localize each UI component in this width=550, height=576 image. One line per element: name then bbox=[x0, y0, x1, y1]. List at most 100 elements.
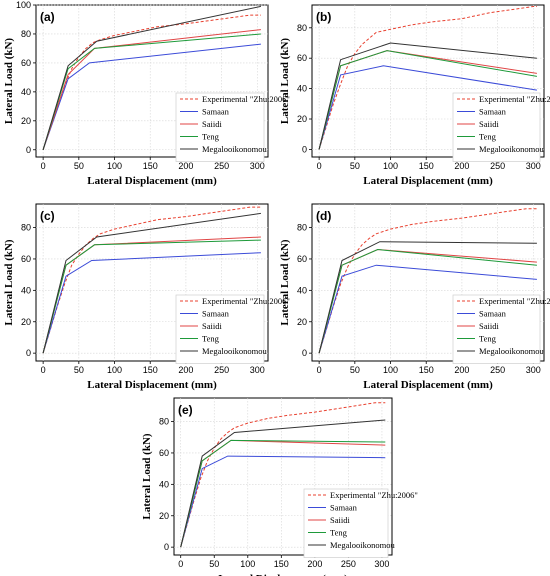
y-axis-label: Lateral Load (kN) bbox=[3, 38, 15, 125]
panel-label: (a) bbox=[40, 10, 55, 24]
series-line bbox=[42, 43, 261, 150]
y-tick-label: 60 bbox=[297, 254, 307, 264]
x-tick-label: 0 bbox=[178, 559, 183, 569]
series-line bbox=[180, 419, 386, 548]
x-tick-label: 200 bbox=[178, 161, 193, 171]
x-tick-label: 250 bbox=[490, 365, 505, 375]
panel-label: (e) bbox=[178, 403, 193, 417]
x-tick-label: 300 bbox=[250, 365, 265, 375]
y-tick-label: 40 bbox=[159, 479, 169, 489]
legend: Experimental "Zhu:2006" Samaan Saiidi Teng M… bbox=[303, 488, 418, 558]
legend-box bbox=[452, 92, 541, 162]
y-tick-label: 80 bbox=[297, 23, 307, 33]
series-line bbox=[42, 252, 261, 354]
legend-entry: Saiidi bbox=[479, 321, 499, 331]
y-tick-label: 0 bbox=[302, 348, 307, 358]
x-tick-label: 200 bbox=[178, 365, 193, 375]
y-tick-label: 80 bbox=[297, 223, 307, 233]
legend-entry: Samaan bbox=[330, 503, 358, 513]
x-tick-label: 150 bbox=[419, 161, 434, 171]
x-tick-label: 50 bbox=[74, 365, 84, 375]
x-tick-label: 300 bbox=[526, 161, 541, 171]
legend-entry: Teng bbox=[330, 528, 348, 538]
panel-label: (c) bbox=[40, 209, 55, 223]
y-tick-label: 0 bbox=[26, 145, 31, 155]
legend-box bbox=[175, 294, 265, 364]
series-line bbox=[318, 65, 537, 150]
x-axis-label: Lateral Displacement (mm) bbox=[363, 379, 493, 391]
legend-entry: Megalooikonomou bbox=[479, 144, 544, 154]
y-tick-label: 40 bbox=[21, 285, 31, 295]
y-axis-label: Lateral Load (kN) bbox=[279, 38, 291, 125]
x-tick-label: 250 bbox=[490, 161, 505, 171]
x-tick-label: 100 bbox=[240, 559, 255, 569]
panel-label: (b) bbox=[316, 10, 331, 24]
series-line bbox=[42, 212, 261, 354]
x-axis-label: Lateral Displacement (mm) bbox=[363, 175, 493, 187]
legend: Experimental "Zhu:2006" Samaan Saiidi Teng M… bbox=[452, 294, 550, 364]
x-tick-label: 100 bbox=[107, 365, 122, 375]
legend-entry: Saiidi bbox=[202, 119, 222, 129]
x-axis-label: Lateral Displacement (mm) bbox=[218, 573, 348, 576]
y-tick-label: 80 bbox=[159, 417, 169, 427]
legend-entry: Saiidi bbox=[479, 119, 499, 129]
x-tick-label: 150 bbox=[419, 365, 434, 375]
series-line bbox=[318, 208, 537, 354]
y-tick-label: 20 bbox=[21, 317, 31, 327]
y-axis-label: Lateral Load (kN) bbox=[279, 239, 291, 326]
legend-entry: Experimental "Zhu:2006" bbox=[330, 490, 418, 500]
y-tick-label: 20 bbox=[297, 114, 307, 124]
legend-entry: Experimental "Zhu:2006" bbox=[202, 94, 290, 104]
y-axis-label: Lateral Load (kN) bbox=[3, 239, 15, 326]
x-tick-label: 50 bbox=[74, 161, 84, 171]
x-tick-label: 150 bbox=[143, 365, 158, 375]
legend: Experimental "Zhu:2006" Samaan Saiidi Teng M… bbox=[175, 92, 290, 162]
legend-entry: Teng bbox=[479, 132, 497, 142]
series-line bbox=[42, 29, 261, 150]
x-tick-label: 50 bbox=[350, 365, 360, 375]
x-tick-label: 150 bbox=[274, 559, 289, 569]
y-axis-label: Lateral Load (kN) bbox=[141, 433, 153, 520]
legend-entry: Megalooikonomou bbox=[202, 144, 267, 154]
y-tick-label: 40 bbox=[297, 285, 307, 295]
legend-entry: Experimental "Zhu:2006" bbox=[479, 94, 550, 104]
legend: Experimental "Zhu:2006" Samaan Saiidi Teng M… bbox=[175, 294, 290, 364]
legend-entry: Megalooikonomou bbox=[330, 540, 395, 550]
y-tick-label: 40 bbox=[297, 84, 307, 94]
legend-entry: Samaan bbox=[202, 107, 230, 117]
x-tick-label: 50 bbox=[350, 161, 360, 171]
y-tick-label: 60 bbox=[21, 254, 31, 264]
series-line bbox=[318, 6, 537, 150]
panel-a: 0 50 100 150 200 250 300 0 20 40 60 80 100 (a) Lateral… bbox=[3, 0, 290, 187]
y-tick-label: 20 bbox=[21, 116, 31, 126]
legend-entry: Samaan bbox=[202, 309, 230, 319]
y-tick-label: 0 bbox=[164, 542, 169, 552]
y-tick-label: 0 bbox=[26, 348, 31, 358]
x-tick-label: 300 bbox=[250, 161, 265, 171]
legend-entry: Samaan bbox=[479, 309, 507, 319]
x-tick-label: 300 bbox=[374, 559, 389, 569]
series-line bbox=[180, 439, 386, 548]
legend-box bbox=[175, 92, 265, 162]
legend: Experimental "Zhu:2006" Samaan Saiidi Teng M… bbox=[452, 92, 550, 162]
x-tick-label: 300 bbox=[526, 365, 541, 375]
x-tick-label: 150 bbox=[143, 161, 158, 171]
y-tick-label: 20 bbox=[297, 317, 307, 327]
legend-entry: Teng bbox=[202, 334, 220, 344]
legend-entry: Saiidi bbox=[330, 515, 350, 525]
x-tick-label: 250 bbox=[214, 161, 229, 171]
series-line bbox=[42, 5, 262, 150]
legend-entry: Samaan bbox=[479, 107, 507, 117]
legend-entry: Experimental "Zhu:2006" bbox=[479, 296, 550, 306]
y-tick-label: 40 bbox=[21, 87, 31, 97]
x-tick-label: 200 bbox=[454, 161, 469, 171]
series-line bbox=[318, 241, 537, 354]
x-tick-label: 250 bbox=[214, 365, 229, 375]
y-tick-label: 80 bbox=[21, 223, 31, 233]
y-tick-label: 60 bbox=[21, 58, 31, 68]
series-line bbox=[318, 50, 537, 150]
x-tick-label: 0 bbox=[41, 161, 46, 171]
panel-e: 0 50 100 150 200 250 300 0 20 40 60 80 (e) Lateral Di… bbox=[141, 397, 418, 576]
y-tick-label: 60 bbox=[297, 53, 307, 63]
x-axis-label: Lateral Displacement (mm) bbox=[87, 379, 217, 391]
